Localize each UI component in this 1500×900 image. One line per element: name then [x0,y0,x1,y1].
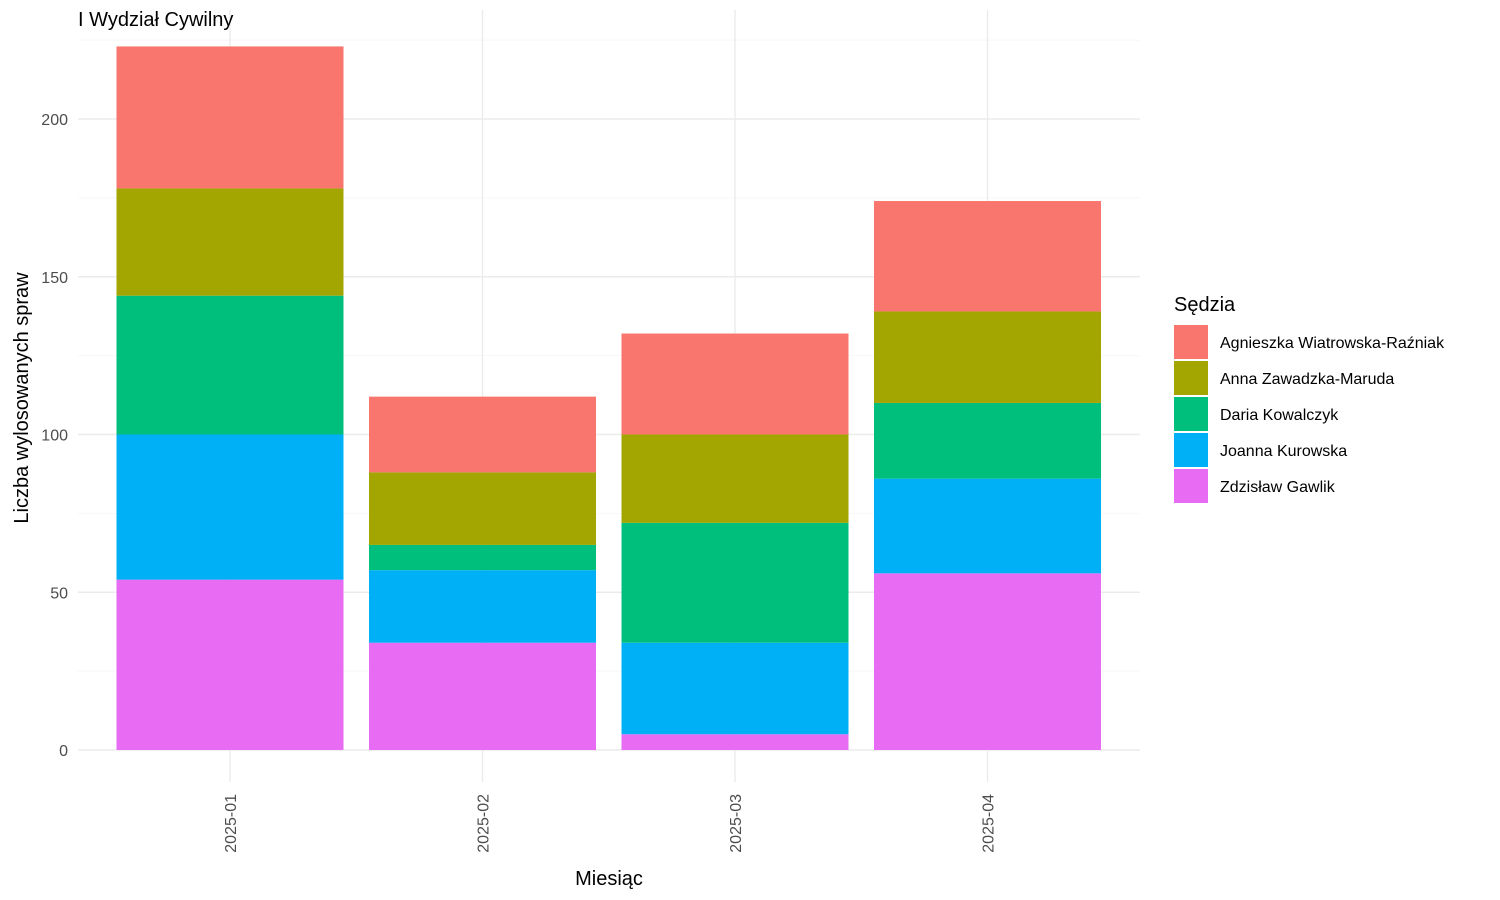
bar-segment [116,188,344,296]
legend-swatch [1174,325,1208,359]
bar-segment [874,478,1101,574]
bar-segment [874,201,1101,312]
y-tick-label: 0 [59,743,68,760]
legend: Sędzia Agnieszka Wiatrowska-Raźniak Anna … [1174,294,1445,503]
y-tick-label: 100 [41,428,68,445]
y-axis-title: Liczba wylosowanych spraw [11,272,33,524]
x-tick-label: 2025-03 [728,794,745,853]
x-tick-label: 2025-01 [223,794,240,853]
bar-segment [621,642,849,735]
legend-title: Sędzia [1174,294,1236,316]
bar-segment [621,333,849,435]
y-tick-label: 150 [41,270,68,287]
bar-segment [874,402,1101,479]
bar-segment [369,570,596,643]
x-axis-title: Miesiąc [575,868,643,890]
bar-segment [369,642,596,750]
bar-segment [369,472,596,545]
bar-segment [874,573,1101,750]
bar-segment [116,434,344,580]
bar-segment [116,46,344,189]
bar-segment [369,544,596,571]
y-tick-label: 200 [41,112,68,129]
bar-segment [621,734,849,750]
x-axis-ticks: 2025-01 2025-02 2025-03 2025-04 [223,794,998,853]
bar-segment [369,396,596,473]
legend-label: Joanna Kurowska [1220,443,1347,460]
legend-swatch [1174,469,1208,503]
bar-segment [874,311,1101,403]
y-tick-label: 50 [50,585,68,602]
legend-label: Zdzisław Gawlik [1220,479,1336,496]
bar-segment [116,295,344,435]
legend-items: Agnieszka Wiatrowska-Raźniak Anna Zawadzk… [1174,325,1445,503]
legend-label: Daria Kowalczyk [1220,407,1339,424]
x-tick-label: 2025-04 [981,794,998,853]
legend-swatch [1174,433,1208,467]
bar-segment [621,434,849,523]
bar-segment [116,579,344,750]
legend-label: Anna Zawadzka-Maruda [1220,371,1394,388]
bar-segment [621,522,849,643]
legend-swatch [1174,361,1208,395]
legend-label: Agnieszka Wiatrowska-Raźniak [1220,335,1445,352]
y-axis-ticks: 0 50 100 150 200 [41,112,68,760]
bars-layer [116,46,1101,750]
x-tick-label: 2025-02 [476,794,493,853]
legend-swatch [1174,397,1208,431]
chart-title: I Wydział Cywilny [78,9,233,31]
